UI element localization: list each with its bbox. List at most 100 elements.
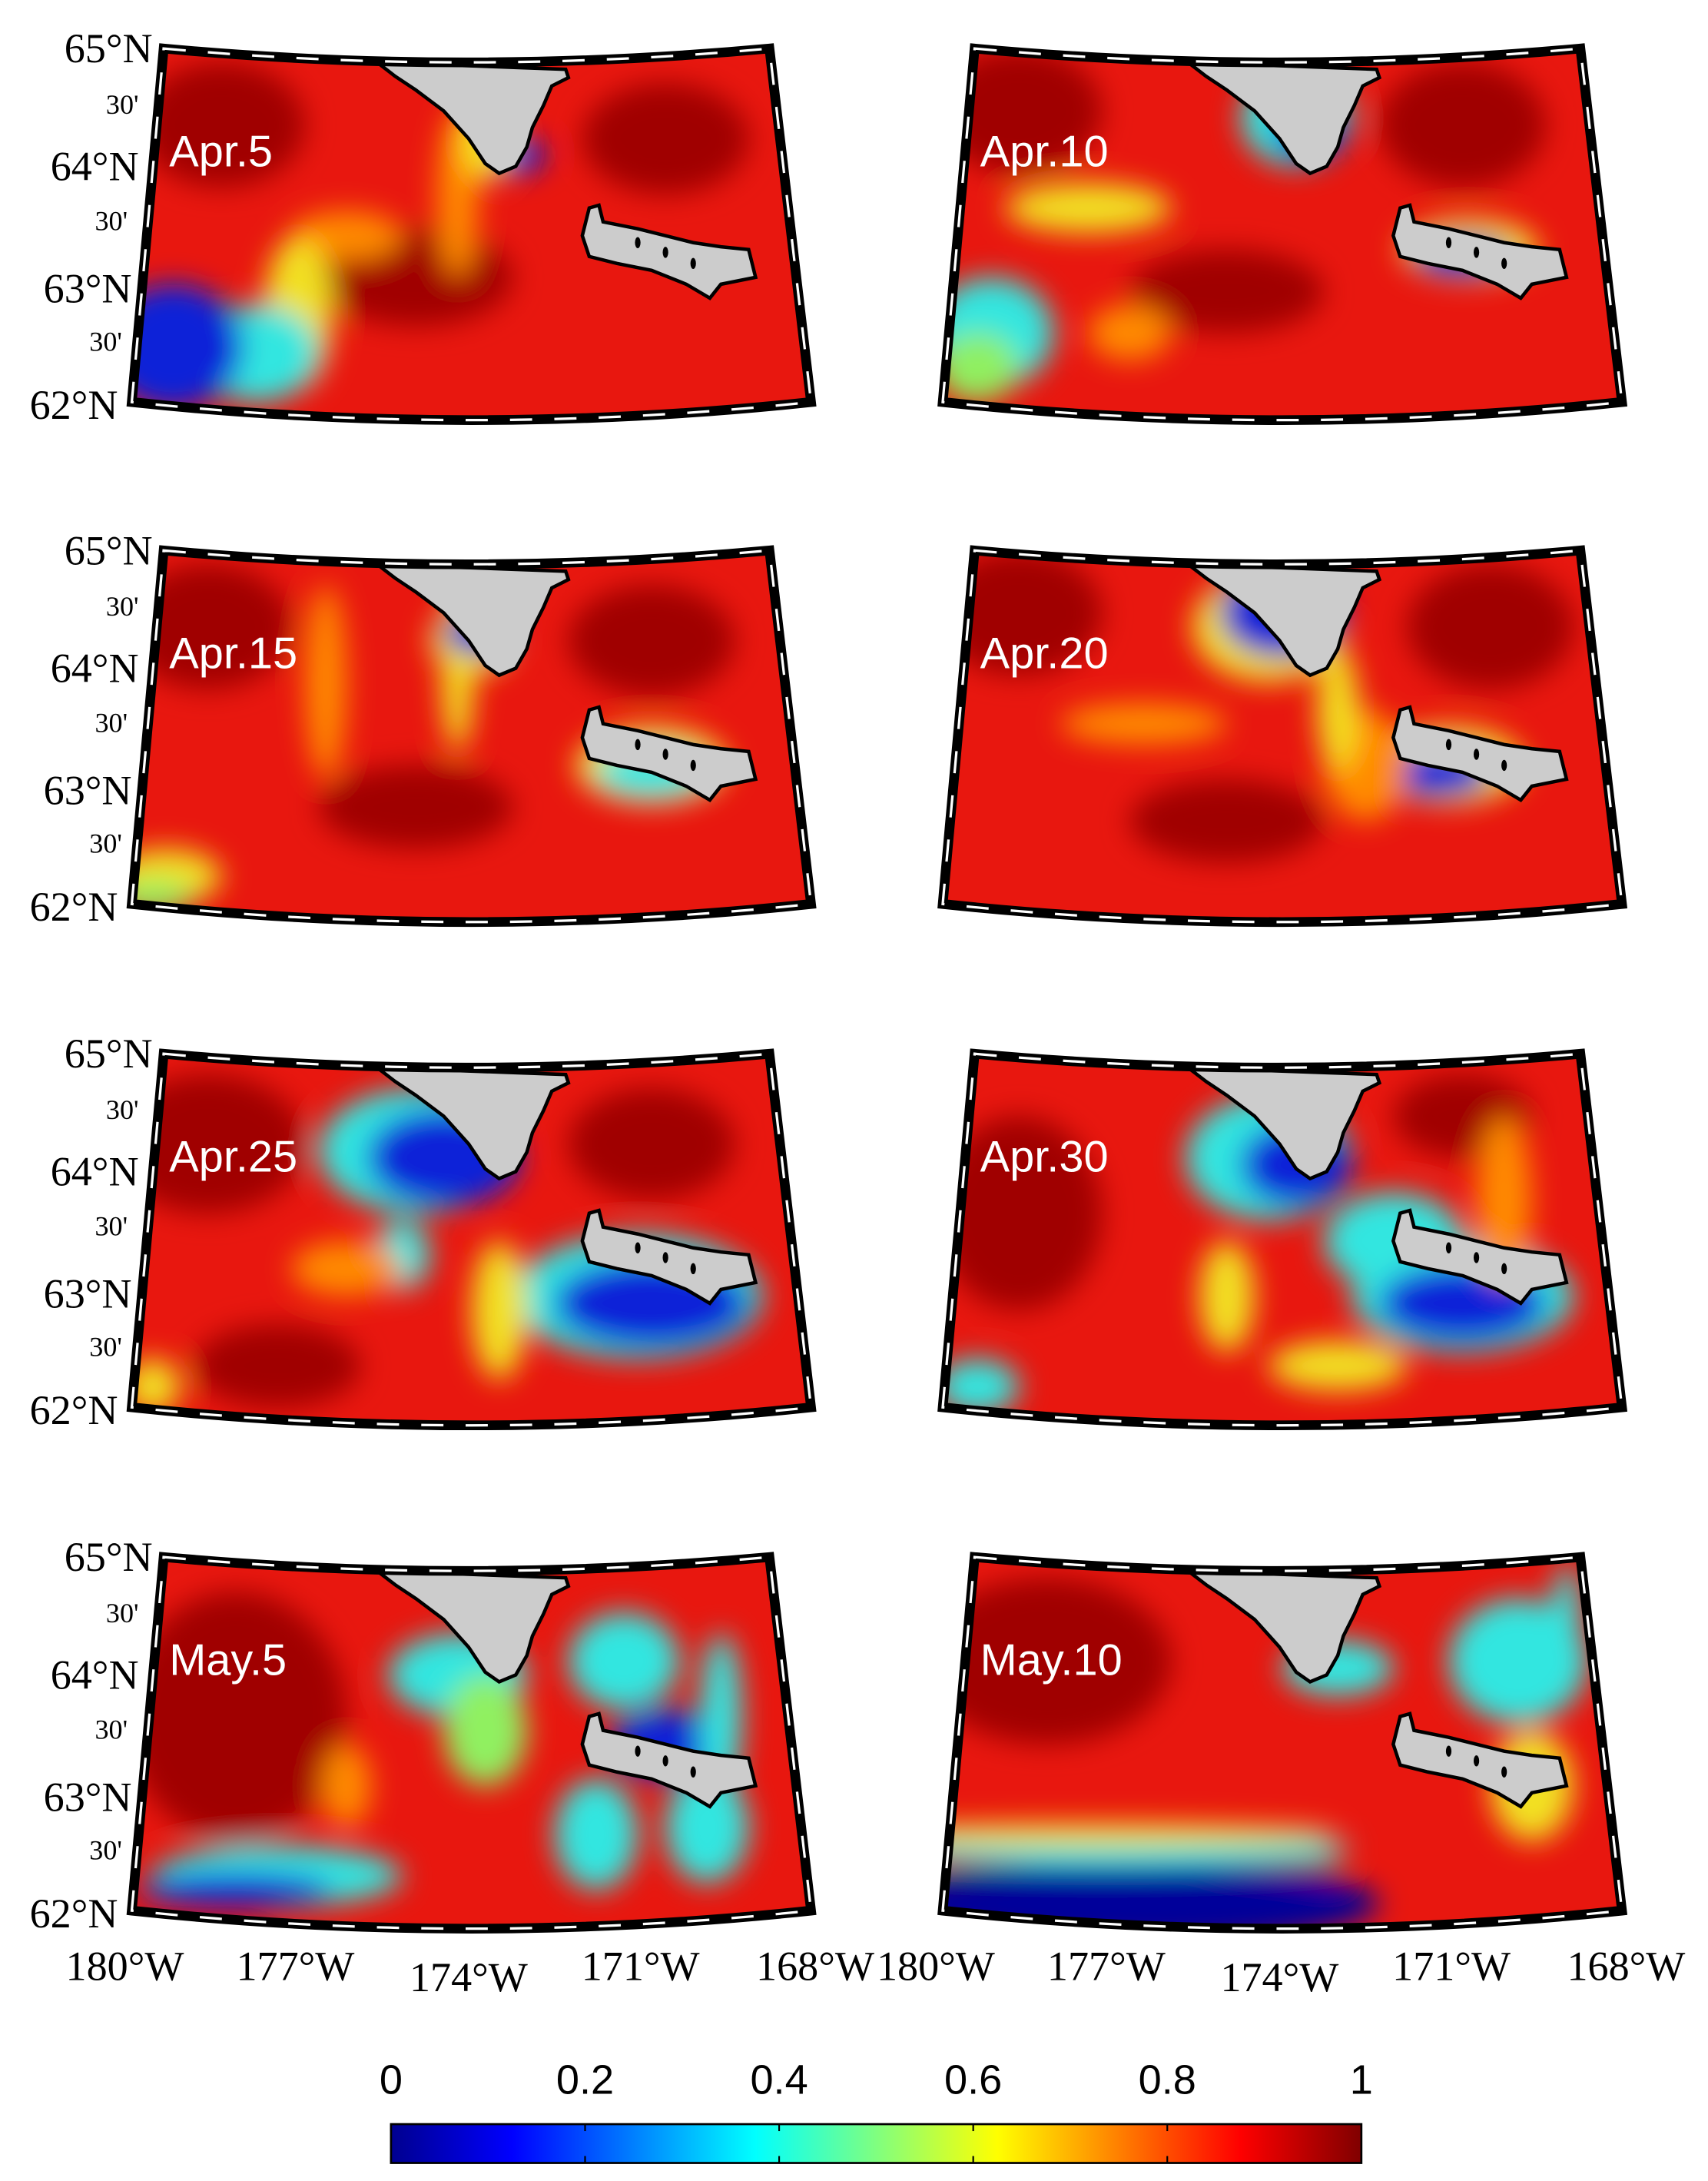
lake [690, 759, 696, 772]
map-panel: Apr.10 [937, 43, 1628, 425]
colorbar-tick-label: 1 [1350, 2057, 1373, 2103]
field-blob [1317, 647, 1359, 772]
field-blob [471, 1240, 527, 1380]
land [1391, 203, 1569, 300]
lat-label: 30' [106, 1598, 139, 1628]
lat-label: 30' [106, 591, 139, 622]
map-field [942, 1557, 1623, 1929]
map-panel: Apr.15 65°N 30' 64°N 30' 63°N 30' 62°N [30, 527, 817, 930]
map-panel: Apr.20 [937, 545, 1628, 928]
field-blob [942, 333, 1020, 403]
lake [635, 1242, 641, 1253]
lake [1501, 1263, 1507, 1275]
lake [635, 1745, 641, 1757]
field-blob [305, 585, 347, 779]
field-blob [194, 1324, 361, 1408]
land [1182, 1569, 1382, 1685]
field-blob [582, 83, 749, 194]
lake [1501, 759, 1507, 772]
field-blob [1407, 564, 1574, 689]
field-blob [568, 1612, 680, 1710]
field-blob [290, 1240, 403, 1296]
land [1391, 1208, 1569, 1306]
lat-label: 64°N [51, 1149, 139, 1195]
field-blob [1199, 1240, 1255, 1353]
colorbar-tick-label: 0.8 [1139, 2057, 1196, 2103]
lat-label: 63°N [44, 265, 132, 311]
lon-label: 180°W [66, 1943, 184, 1989]
lat-label: 63°N [44, 1774, 132, 1820]
field-blob [138, 62, 306, 188]
map-frame [126, 545, 817, 928]
map-field [131, 48, 811, 420]
map-frame [937, 1552, 1628, 1934]
lon-label: 168°W [1567, 1943, 1685, 1989]
lat-label: 30' [95, 1211, 128, 1242]
lat-label: 64°N [51, 144, 139, 190]
lat-label: 30' [89, 1834, 122, 1865]
lake [635, 237, 641, 248]
field-blob [942, 48, 1103, 174]
lat-label: 63°N [44, 1270, 132, 1316]
field-blob [554, 1778, 638, 1891]
lon-label: 174°W [410, 1954, 528, 2000]
field-blob [942, 1116, 1103, 1310]
lake [690, 1263, 696, 1275]
land [580, 1711, 758, 1809]
field-blob [568, 1088, 735, 1200]
field-blob [942, 1578, 1172, 1744]
lake [662, 749, 668, 760]
panel-label: Apr.20 [980, 629, 1109, 679]
lat-label: 30' [89, 1332, 122, 1363]
lake [662, 1252, 668, 1263]
land [580, 705, 758, 802]
land [1182, 562, 1382, 678]
lat-label: 30' [95, 1714, 128, 1744]
panel-label: Apr.10 [980, 128, 1109, 177]
land [371, 562, 571, 678]
field-blob [942, 1359, 1020, 1415]
land [371, 1569, 571, 1685]
field-blob [131, 1592, 347, 1841]
land [371, 1065, 571, 1181]
lat-label: 30' [95, 205, 128, 236]
lake [662, 1755, 668, 1767]
land [371, 60, 571, 176]
lake [635, 739, 641, 751]
lat-label: 62°N [30, 382, 118, 428]
map-field [131, 550, 811, 922]
map-frame [126, 1048, 817, 1431]
field-blob [131, 564, 291, 689]
lake [662, 247, 668, 258]
map-panel: May.5 65°N 30' 64°N 30' 63°N 30' 62°N [30, 1534, 817, 1937]
map-panel: Apr.30 [937, 1048, 1628, 1431]
land [580, 203, 758, 300]
field-blob [1552, 1564, 1580, 1675]
lat-label: 30' [89, 828, 122, 859]
land [1391, 1711, 1569, 1809]
lake [690, 257, 696, 270]
map-frame [126, 1552, 817, 1934]
map-frame [937, 545, 1628, 928]
panel-label: Apr.15 [169, 629, 297, 679]
colorbar-tick-label: 0.4 [750, 2057, 808, 2103]
field-blob [1379, 62, 1546, 188]
lon-label: 174°W [1220, 1954, 1338, 2000]
map-field [942, 550, 1623, 922]
map-panel: Apr.25 65°N 30' 64°N 30' 63°N 30' 62°N [30, 1031, 817, 1433]
field-blob [942, 550, 1103, 676]
lake [1473, 1252, 1480, 1263]
map-field [942, 1054, 1623, 1426]
lake [690, 1766, 696, 1778]
field-blobs [131, 1074, 763, 1415]
lon-label: 168°W [756, 1943, 874, 1989]
lat-label: 64°N [51, 646, 139, 692]
land [1182, 60, 1382, 176]
colorbar-tick-label: 0.2 [556, 2057, 614, 2103]
lat-label: 63°N [44, 767, 132, 813]
field-blob [138, 1873, 333, 1907]
panel-label: Apr.30 [980, 1133, 1109, 1182]
map-panel: Apr.5 65°N 30' 64°N 30' 63°N 30' 62°N [30, 25, 817, 428]
lake [1501, 1766, 1507, 1778]
